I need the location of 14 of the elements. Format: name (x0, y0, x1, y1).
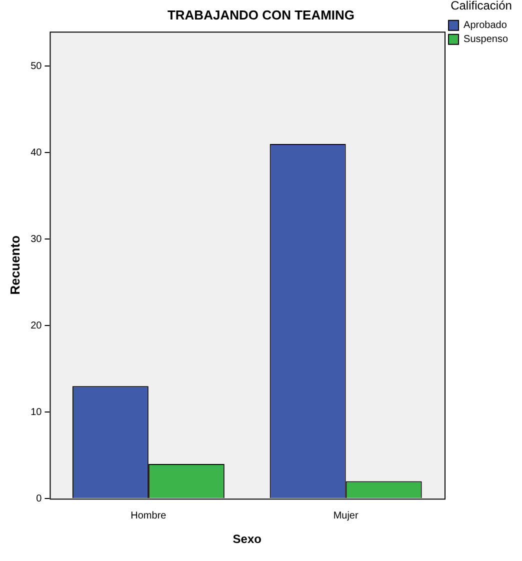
y-tick-label: 10 (30, 406, 42, 418)
x-tick-label: Mujer (333, 510, 359, 522)
y-tick-label: 40 (30, 147, 42, 158)
legend-label: Aprobado (464, 20, 508, 32)
y-tick-label: 20 (30, 320, 42, 332)
chart-title: TRABAJANDO CON TEAMING (167, 7, 355, 22)
y-tick-label: 30 (30, 234, 42, 245)
y-tick-label: 0 (36, 493, 42, 504)
legend-title: Calificación (450, 0, 512, 12)
y-tick-label: 50 (30, 60, 42, 72)
x-axis-title: Sexo (232, 532, 262, 546)
x-tick-label: Hombre (130, 510, 167, 522)
y-axis-title: Recuento (7, 235, 22, 295)
legend-label: Suspenso (464, 34, 508, 46)
